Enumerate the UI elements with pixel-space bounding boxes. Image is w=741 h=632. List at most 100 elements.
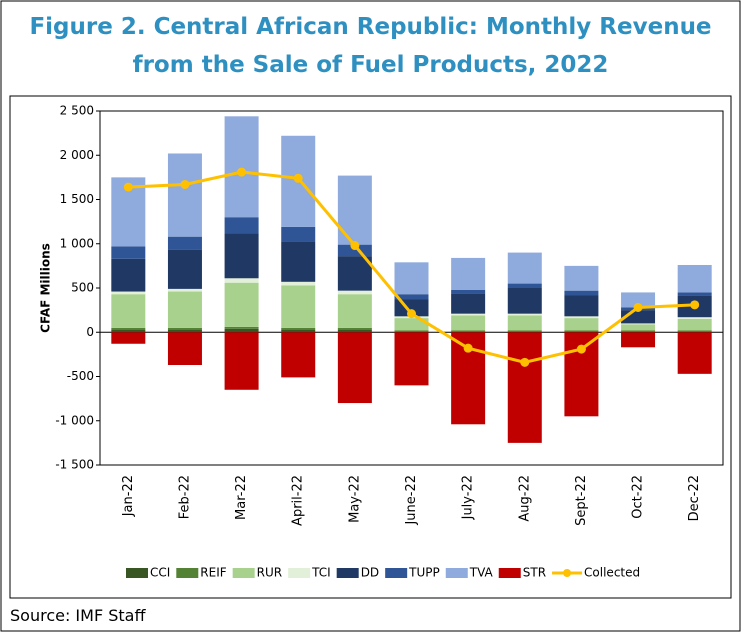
bar-segment bbox=[111, 246, 146, 259]
bar-segment bbox=[337, 244, 372, 257]
bar-segment bbox=[507, 252, 542, 284]
bar-segment bbox=[394, 294, 429, 300]
bar-segment bbox=[621, 330, 656, 332]
legend-label: TCI bbox=[311, 566, 331, 580]
bar-segment bbox=[111, 327, 146, 330]
y-axis-label: CFAF Millions bbox=[39, 243, 53, 333]
bar-segment bbox=[564, 295, 599, 317]
bar-segment bbox=[621, 323, 656, 325]
bar-segment bbox=[281, 332, 316, 378]
legend-label: REIF bbox=[200, 566, 226, 580]
bar-segment bbox=[507, 288, 542, 314]
source-note: Source: IMF Staff bbox=[10, 606, 146, 625]
x-tick-label: April-22 bbox=[291, 475, 306, 526]
x-tick-label: Mar-22 bbox=[234, 475, 249, 520]
legend-swatch-dot bbox=[563, 569, 572, 577]
bar-segment bbox=[394, 331, 429, 333]
x-tick-label: May-22 bbox=[347, 475, 362, 523]
bar-segment bbox=[677, 332, 712, 374]
bar-segment bbox=[281, 329, 316, 333]
bar-segment bbox=[111, 329, 146, 333]
chart-border bbox=[9, 95, 732, 599]
y-tick-label: 500 bbox=[71, 281, 94, 295]
bar-segment bbox=[564, 290, 599, 296]
x-tick-label: July-22 bbox=[461, 475, 476, 520]
x-tick-label: Dec-22 bbox=[687, 475, 702, 521]
bar-segment bbox=[677, 331, 712, 333]
bar-segment bbox=[224, 326, 259, 329]
bar-segment bbox=[337, 294, 372, 328]
bar-segment bbox=[677, 318, 712, 331]
bar-segment bbox=[167, 236, 202, 250]
legend-label: TVA bbox=[469, 566, 494, 580]
bar-segment bbox=[451, 293, 486, 314]
line-point bbox=[520, 357, 530, 367]
legend-label: DD bbox=[361, 566, 379, 580]
line-point bbox=[237, 167, 247, 177]
bar-segment bbox=[111, 258, 146, 292]
bar-segment bbox=[224, 282, 259, 327]
bar-segment bbox=[507, 315, 542, 331]
bar-segment bbox=[394, 318, 429, 331]
line-point bbox=[633, 302, 643, 312]
bar-segment bbox=[337, 256, 372, 291]
bar-segment bbox=[451, 331, 486, 333]
chart-title: Figure 2. Central African Republic: Mont… bbox=[29, 14, 712, 78]
bar-segment bbox=[224, 328, 259, 333]
x-tick-label: Sept-22 bbox=[574, 475, 589, 526]
x-tick-label: June-22 bbox=[404, 475, 419, 526]
bar-segment bbox=[451, 289, 486, 294]
bar-segment bbox=[111, 291, 146, 295]
y-tick-label: 2 500 bbox=[60, 104, 94, 118]
x-tick-label: Jan-22 bbox=[121, 475, 136, 517]
bar-segment bbox=[224, 116, 259, 218]
legend-swatch bbox=[336, 568, 359, 578]
bar-segment bbox=[451, 330, 486, 332]
line-point bbox=[463, 343, 473, 353]
legend-label: TUPP bbox=[408, 566, 440, 580]
y-tick-label: 2 000 bbox=[60, 148, 94, 162]
bar-segment bbox=[224, 217, 259, 234]
bar-segment bbox=[677, 292, 712, 296]
legend-swatch bbox=[126, 568, 148, 578]
line-point bbox=[350, 241, 360, 251]
line-point bbox=[576, 344, 586, 354]
bar-segment bbox=[564, 318, 599, 331]
legend-swatch bbox=[385, 568, 408, 578]
legend-swatch bbox=[498, 568, 521, 578]
y-tick-label: 1 000 bbox=[60, 236, 94, 250]
bar-segment bbox=[111, 294, 146, 328]
bar-segment bbox=[564, 265, 599, 291]
bar-segment bbox=[507, 283, 542, 288]
bar-segment bbox=[281, 226, 316, 242]
bar-segment bbox=[451, 315, 486, 331]
y-tick-label: -1 000 bbox=[55, 413, 94, 427]
bar-segment bbox=[677, 317, 712, 319]
bar-segment bbox=[167, 327, 202, 330]
bar-segment bbox=[281, 241, 316, 282]
legend-label: STR bbox=[523, 566, 546, 580]
bar-segment bbox=[281, 285, 316, 328]
line-point bbox=[180, 179, 190, 189]
bar-segment bbox=[337, 290, 372, 295]
bar-segment bbox=[507, 313, 542, 316]
legend-swatch bbox=[176, 568, 199, 578]
bar-segment bbox=[167, 249, 202, 289]
bar-segment bbox=[621, 331, 656, 333]
bar-segment bbox=[621, 324, 656, 331]
bar-segment bbox=[167, 329, 202, 333]
bar-segment bbox=[677, 264, 712, 293]
line-point bbox=[690, 300, 700, 310]
bar-segment bbox=[451, 257, 486, 290]
x-tick-label: Aug-22 bbox=[517, 475, 532, 522]
y-tick-label: -500 bbox=[67, 369, 94, 383]
line-point bbox=[293, 173, 303, 183]
bar-segment bbox=[564, 331, 599, 333]
bar-segment bbox=[507, 331, 542, 333]
bar-segment bbox=[281, 281, 316, 286]
y-tick-label: 1 500 bbox=[60, 192, 94, 206]
bar-segment bbox=[224, 278, 259, 283]
bar-segment bbox=[281, 327, 316, 330]
